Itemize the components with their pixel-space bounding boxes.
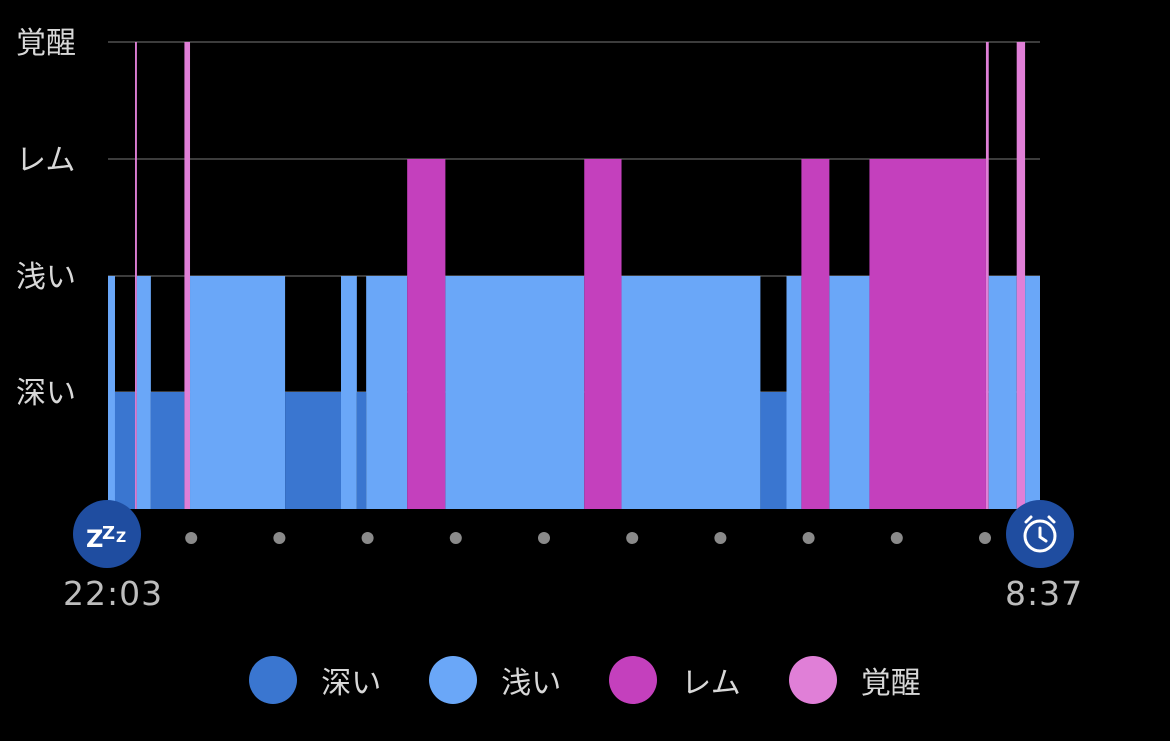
legend-label-deep: 深い bbox=[321, 666, 382, 701]
legend-swatch-deep bbox=[249, 656, 298, 704]
end-time-label: 8:37 bbox=[1005, 574, 1084, 613]
hour-dot bbox=[626, 532, 639, 544]
legend-label-awake: 覚醒 bbox=[860, 666, 921, 701]
start-time-label: 22:03 bbox=[63, 574, 164, 613]
segment-deep bbox=[114, 392, 136, 509]
hour-dot bbox=[979, 532, 991, 544]
legend-item-light: 浅い bbox=[429, 656, 561, 704]
legend-item-awake: 覚醒 bbox=[788, 656, 921, 704]
segment-deep bbox=[760, 392, 787, 509]
segment-awake bbox=[985, 42, 989, 509]
hour-dot bbox=[185, 532, 198, 544]
segment-deep bbox=[150, 392, 185, 509]
y-label-deep: 深い bbox=[16, 376, 76, 411]
segment-deep bbox=[285, 392, 341, 509]
hour-dot bbox=[273, 532, 286, 544]
hour-dot bbox=[802, 532, 815, 544]
segment-light bbox=[341, 276, 357, 509]
legend: 深い 浅い レム 覚醒 bbox=[0, 656, 1170, 704]
hour-dot bbox=[449, 532, 462, 544]
segment-rem bbox=[869, 159, 986, 509]
legend-item-rem: レム bbox=[609, 656, 741, 704]
y-label-awake: 覚醒 bbox=[16, 26, 76, 61]
zzz-icon: ZZ Z bbox=[73, 500, 141, 568]
legend-item-deep: 深い bbox=[249, 656, 381, 704]
segment-awake bbox=[1016, 42, 1026, 509]
hour-dot bbox=[714, 532, 727, 544]
hour-dot bbox=[890, 532, 903, 544]
segment-light bbox=[1025, 276, 1040, 509]
segment-light bbox=[136, 276, 151, 509]
y-label-light: 浅い bbox=[16, 260, 76, 295]
segment-light bbox=[786, 276, 802, 509]
sleep-chart: 深い 浅い レム 覚醒 ZZ Z bbox=[16, 26, 1074, 568]
legend-swatch-light bbox=[429, 656, 478, 704]
hour-dot bbox=[361, 532, 374, 544]
segment-rem bbox=[407, 159, 446, 509]
legend-label-rem: レム bbox=[681, 666, 741, 701]
segment-light bbox=[621, 276, 761, 509]
segment-awake bbox=[135, 42, 137, 509]
segment-light bbox=[366, 276, 408, 509]
svg-text:Z: Z bbox=[116, 530, 126, 546]
segment-light bbox=[988, 276, 1017, 509]
segment-rem bbox=[801, 159, 830, 509]
segment-rem bbox=[584, 159, 622, 509]
legend-swatch-awake bbox=[788, 656, 837, 704]
svg-text:Z: Z bbox=[102, 523, 115, 544]
hour-dot bbox=[538, 532, 550, 544]
y-label-rem: レム bbox=[16, 143, 75, 178]
segment-awake bbox=[184, 42, 191, 509]
segment-light bbox=[108, 276, 115, 509]
alarm-clock-icon bbox=[1006, 500, 1074, 568]
segment-light bbox=[829, 276, 870, 509]
segment-light bbox=[190, 276, 286, 509]
legend-swatch-rem bbox=[609, 656, 658, 704]
segment-light bbox=[445, 276, 585, 509]
legend-label-light: 浅い bbox=[501, 666, 562, 701]
svg-text:Z: Z bbox=[86, 525, 103, 553]
segment-deep bbox=[356, 392, 367, 509]
